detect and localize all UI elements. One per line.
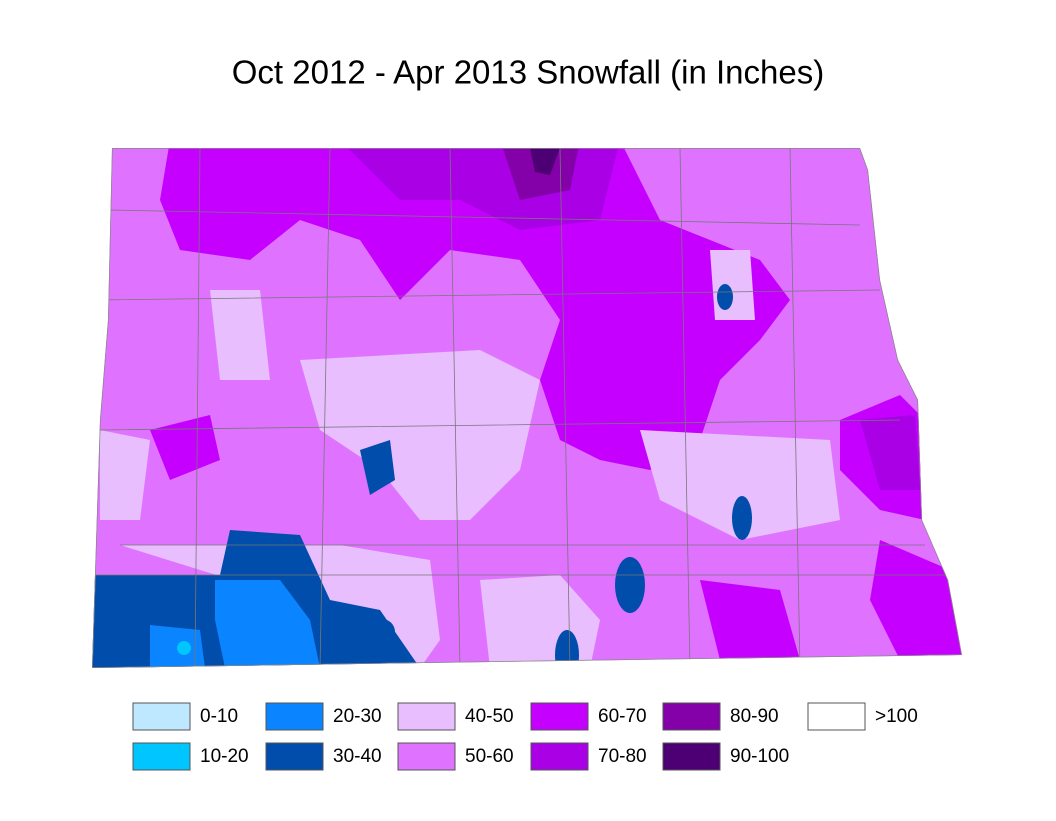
legend-swatch [807,702,866,731]
legend-label: 20-30 [333,706,382,727]
state-outline [92,148,962,668]
snowfall-zone [160,148,790,470]
snowfall-zone [555,630,579,668]
legend-swatch [397,702,456,731]
snowfall-zone [177,641,191,655]
snowfall-zone [700,580,800,660]
legend-label: 0-10 [200,706,238,727]
snowfall-zone [360,440,395,495]
snowfall-map [92,148,962,668]
snowfall-zone [300,350,540,520]
legend-label: 80-90 [730,706,779,727]
legend-swatch [132,742,191,771]
snowfall-zone [860,415,920,490]
snowfall-zone [615,557,645,613]
snowfall-zone [215,580,320,668]
legend-swatch [132,702,191,731]
legend-label: 50-60 [465,746,514,767]
legend-label: 70-80 [598,746,647,767]
legend-swatch [265,702,324,731]
snowfall-zone [640,430,840,540]
legend-swatch [530,742,589,771]
county-lines [92,148,950,668]
legend-swatch [662,702,721,731]
legend-label: 60-70 [598,706,647,727]
snowfall-zone [100,430,150,520]
snowfall-zone [870,540,962,660]
map-title: Oct 2012 - Apr 2013 Snowfall (in Inches) [232,54,825,91]
legend-swatch [397,742,456,771]
snowfall-zone [710,250,755,320]
snowfall-zone [210,290,270,380]
legend-label: 90-100 [730,746,789,767]
snowfall-zone [530,148,560,175]
snowfall-zone [717,284,733,310]
legend-swatch [530,702,589,731]
legend-label: >100 [875,706,918,727]
snowfall-zone [732,496,752,540]
snowfall-zone [369,619,395,645]
legend-swatch [265,742,324,771]
legend-swatch [662,742,721,771]
legend-label: 10-20 [200,746,249,767]
legend: 0-10 10-20 20-30 30-40 40-50 50-60 60-70 70-80 8… [132,702,918,771]
legend-label: 30-40 [333,746,382,767]
snowfall-zone [150,415,220,480]
legend-label: 40-50 [465,706,514,727]
